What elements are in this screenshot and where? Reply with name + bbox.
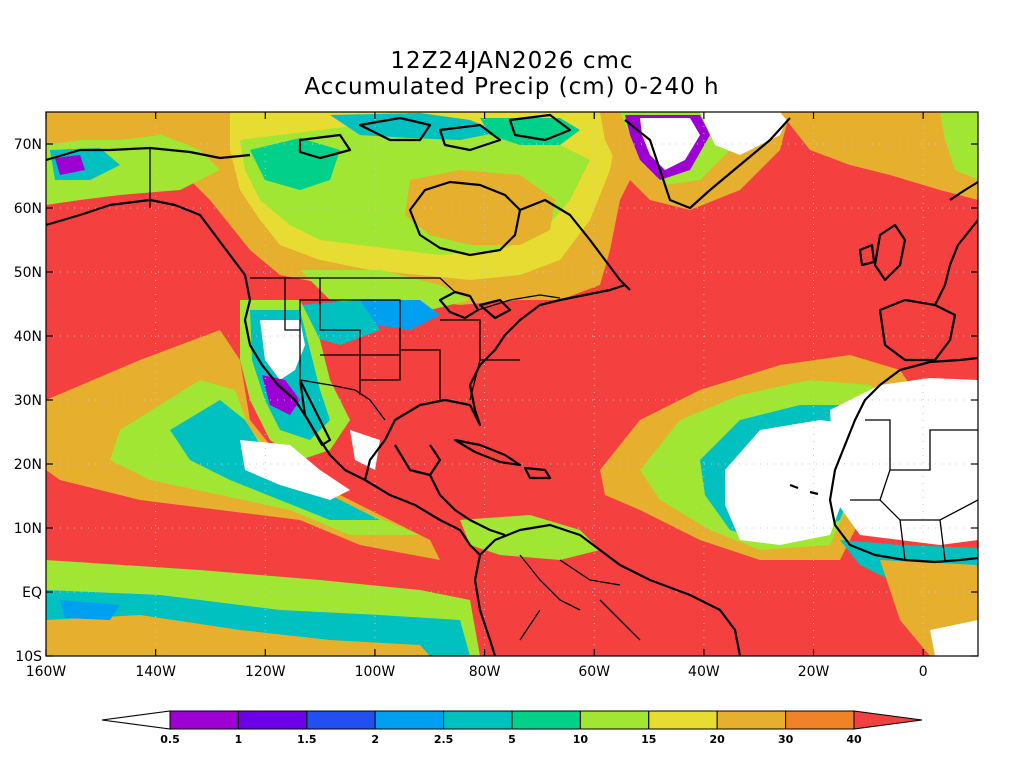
coast-us-east xyxy=(363,283,626,481)
border-us-mexico xyxy=(299,379,386,421)
coast-africa xyxy=(828,369,978,564)
coast-scandinavia xyxy=(949,181,978,201)
field-epac-dry xyxy=(240,440,350,500)
colorbar-swatch xyxy=(579,710,650,730)
plot-frame xyxy=(45,111,979,657)
coast-baja xyxy=(298,378,332,447)
borders xyxy=(149,148,978,641)
field-caribbean-lime xyxy=(460,515,600,560)
field-usw-purple xyxy=(262,375,300,415)
lon-tick-label: 60W xyxy=(578,664,610,680)
lon-tick-label: 100W xyxy=(355,664,396,680)
field-alaska-gold xyxy=(46,112,160,145)
coast-hudson xyxy=(408,180,522,257)
colorbar-swatch xyxy=(443,710,513,730)
colorbar-label: 40 xyxy=(846,733,862,746)
field-sw-africa-dry xyxy=(930,620,978,656)
lon-tick-label: 40W xyxy=(688,664,720,680)
border-south-am xyxy=(519,554,641,641)
lat-tick-label: 10N xyxy=(14,521,42,537)
colorbar-swatch xyxy=(785,710,855,730)
coast-central-am xyxy=(429,474,506,537)
coast-hispaniola xyxy=(523,466,552,480)
coast-south-am xyxy=(479,523,742,656)
coast-labrador xyxy=(519,198,631,291)
colorbar-label: 10 xyxy=(573,733,589,746)
coast-arctic-islands xyxy=(298,113,572,160)
colorbar-label: 1 xyxy=(235,733,243,746)
colorbar-label: 5 xyxy=(508,733,516,746)
lat-tick-label: 10S xyxy=(15,649,42,665)
coast-south-am-west xyxy=(473,554,497,656)
lon-tick-label: 0 xyxy=(919,664,928,680)
colorbar-swatch xyxy=(648,710,718,730)
lat-tick-label: EQ xyxy=(22,585,42,601)
lon-tick-label: 140W xyxy=(135,664,176,680)
precip-field xyxy=(46,112,978,656)
field-arctic-teal xyxy=(330,113,500,140)
lat-tick-label: 50N xyxy=(14,265,42,281)
lat-tick-label: 60N xyxy=(14,201,42,217)
field-usw-dry xyxy=(260,320,305,380)
colorbar-swatch-max xyxy=(853,710,923,730)
colorbar-label: 20 xyxy=(710,733,726,746)
lon-tick-label: 80W xyxy=(469,664,501,680)
colorbar-swatch xyxy=(511,710,581,730)
coast-cuba xyxy=(453,438,522,467)
colorbar-label: 2 xyxy=(371,733,379,746)
border-africa xyxy=(850,419,978,561)
lon-tick-label: 20W xyxy=(798,664,830,680)
field-scandinavia-lime xyxy=(940,112,978,180)
chart-title-line-2: Accumulated Precip (cm) 0-240 h xyxy=(304,74,720,100)
field-spac-gold xyxy=(46,615,430,656)
coast-africa-north xyxy=(899,356,978,372)
border-us-canada xyxy=(250,277,561,311)
lat-tick-label: 20N xyxy=(14,457,42,473)
colorbar-label: 2.5 xyxy=(434,733,454,746)
colorbar-swatch xyxy=(306,710,376,730)
colorbar: 0.5 1 1.5 2 2.5 5 10 15 20 30 40 xyxy=(101,710,923,746)
colorbar-swatch xyxy=(237,710,308,730)
coast-iberia xyxy=(878,298,957,362)
coast-ireland xyxy=(858,243,876,267)
colorbar-swatch xyxy=(374,710,445,730)
coast-uk xyxy=(873,223,907,282)
field-arctic-green-2 xyxy=(480,118,580,145)
field-ne-atl-gold xyxy=(780,112,978,200)
coast-europe xyxy=(934,219,978,306)
coast-canaries xyxy=(789,483,819,496)
colorbar-label: 30 xyxy=(778,733,794,746)
chart-title-line-1: 12Z24JAN2026 cmc xyxy=(390,48,634,74)
lat-tick-label: 30N xyxy=(14,393,42,409)
colorbar-swatch xyxy=(169,710,239,730)
field-spac-blue xyxy=(60,600,120,620)
field-arctic-green xyxy=(250,138,340,190)
coast-alaska xyxy=(46,198,481,556)
colorbar-label: 15 xyxy=(641,733,656,746)
lat-tick-label: 40N xyxy=(14,329,42,345)
field-gulfcal-dry xyxy=(350,430,380,470)
field-epac-teal xyxy=(170,400,380,520)
border-us-states xyxy=(284,278,520,401)
lat-tick-label: 70N xyxy=(14,137,42,153)
colorbar-label: 1.5 xyxy=(297,733,317,746)
longitude-axis: 160W 140W 120W 100W 80W 60W 40W 20W 0 xyxy=(26,112,928,680)
colorbar-swatch-min xyxy=(101,710,171,730)
lon-tick-label: 160W xyxy=(26,664,67,680)
colorbar-label: 0.5 xyxy=(160,733,180,746)
field-alaska-purple xyxy=(55,155,85,175)
colorbar-swatch xyxy=(716,710,787,730)
field-greenland-dry-2 xyxy=(700,112,790,155)
latitude-axis: 70N 60N 50N 40N 30N 20N 10N EQ 10S xyxy=(14,137,978,665)
coast-greenland xyxy=(624,117,791,210)
lon-tick-label: 120W xyxy=(245,664,286,680)
